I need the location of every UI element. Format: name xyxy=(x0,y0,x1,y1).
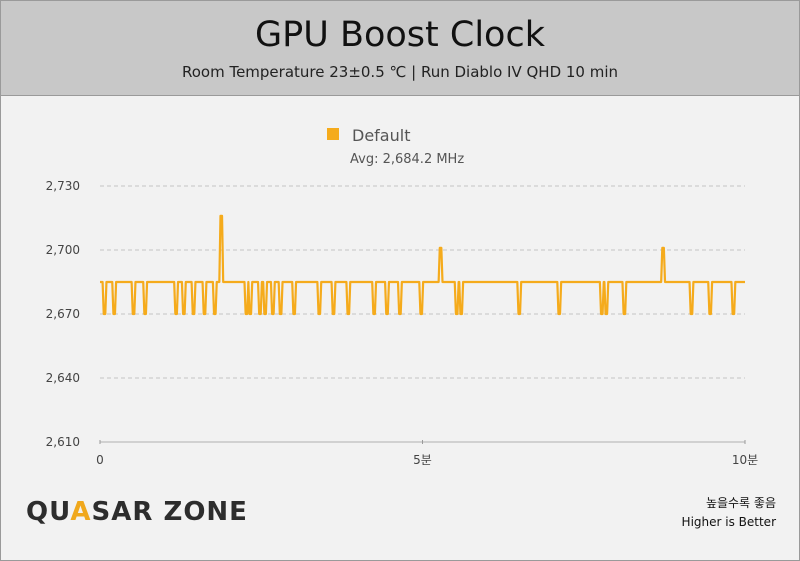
y-tick-label: 2,640 xyxy=(46,371,80,385)
data-point xyxy=(192,313,195,315)
note-english: Higher is Better xyxy=(681,515,776,529)
y-tick-label: 2,730 xyxy=(46,179,80,193)
data-point xyxy=(144,313,146,315)
logo-prefix: QU xyxy=(26,497,71,527)
series-line-default xyxy=(100,214,745,316)
data-point xyxy=(245,313,248,315)
data-point xyxy=(662,247,664,249)
data-point xyxy=(318,313,321,315)
legend-swatch-default xyxy=(327,128,339,140)
logo-suffix: SAR ZONE xyxy=(91,497,248,527)
data-point xyxy=(455,313,458,315)
data-point xyxy=(259,313,261,315)
data-point xyxy=(264,313,266,315)
data-point xyxy=(623,313,626,315)
data-point xyxy=(203,313,206,315)
data-point xyxy=(220,215,223,217)
data-point xyxy=(439,247,442,249)
x-tick-label: 10분 xyxy=(732,453,758,467)
data-point xyxy=(420,313,423,315)
data-point xyxy=(279,313,282,315)
y-tick-label: 2,670 xyxy=(46,307,80,321)
data-point xyxy=(214,313,216,315)
x-tick-label: 5분 xyxy=(413,453,432,467)
logo-accent: A xyxy=(70,497,92,527)
data-point xyxy=(272,313,274,315)
data-point xyxy=(558,313,561,315)
legend: Default Avg: 2,684.2 MHz xyxy=(327,126,464,167)
note-korean: 높을수록 좋음 xyxy=(705,496,776,510)
legend-label-default: Default xyxy=(352,126,410,145)
data-point xyxy=(709,313,711,315)
legend-avg-default: Avg: 2,684.2 MHz xyxy=(350,152,464,167)
data-point xyxy=(183,313,185,315)
data-point xyxy=(601,313,603,315)
grid-layer xyxy=(99,185,746,444)
chart-header: GPU Boost Clock Room Temperature 23±0.5 … xyxy=(1,1,799,96)
chart-subtitle: Room Temperature 23±0.5 ℃ | Run Diablo I… xyxy=(181,63,619,81)
data-point xyxy=(399,313,401,315)
y-tick-label: 2,610 xyxy=(46,435,80,449)
data-point xyxy=(460,313,463,315)
tick-layer: 2,730 2,700 2,670 2,640 2,610 0 5분 10분 xyxy=(46,179,759,467)
data-point xyxy=(103,313,106,315)
data-point xyxy=(386,313,388,315)
data-point xyxy=(347,313,350,315)
data-point xyxy=(690,313,693,315)
higher-is-better-note: 높을수록 좋음 Higher is Better xyxy=(682,494,776,532)
data-point xyxy=(732,313,735,315)
data-point xyxy=(132,313,135,315)
data-point xyxy=(373,313,375,315)
y-tick-label: 2,700 xyxy=(46,243,80,257)
data-point xyxy=(332,313,335,315)
x-tick-label: 0 xyxy=(96,453,104,467)
data-point xyxy=(518,313,521,315)
data-point xyxy=(249,313,252,315)
data-point xyxy=(175,313,177,315)
series-layer xyxy=(100,214,745,316)
data-point xyxy=(605,313,608,315)
data-point xyxy=(113,313,115,315)
quasarzone-logo: QUASAR ZONE xyxy=(26,497,248,527)
chart-title: GPU Boost Clock xyxy=(255,15,545,55)
data-point xyxy=(293,313,295,315)
